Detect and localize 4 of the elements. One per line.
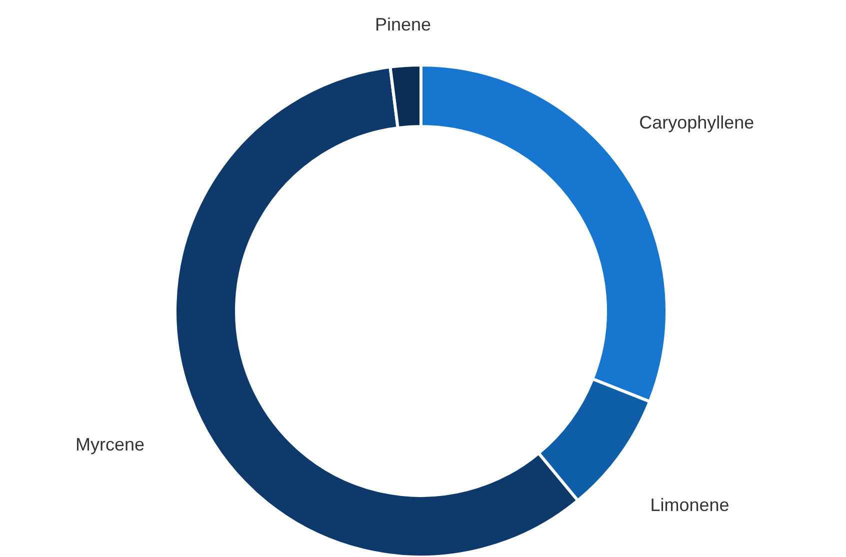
slice-label: Caryophyllene <box>639 112 754 133</box>
slice-label: Limonene <box>650 495 730 516</box>
slice-label: Pinene <box>375 14 432 35</box>
slice-label: Myrcene <box>75 434 144 455</box>
